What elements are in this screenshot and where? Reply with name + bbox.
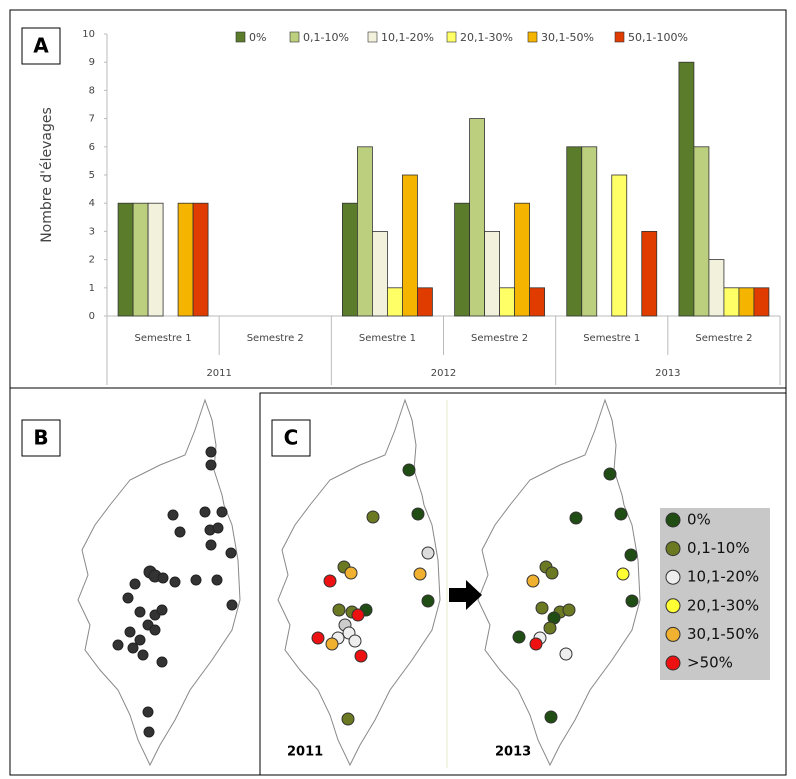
legend-swatch	[367, 31, 378, 43]
map-2013-dots	[512, 467, 639, 724]
y-tick-label: 3	[89, 226, 95, 237]
bar	[641, 230, 658, 317]
map-legend-label: 20,1-30%	[687, 596, 759, 614]
map-legend-label: 30,1-50%	[687, 625, 759, 643]
y-tick-label: 0	[89, 311, 95, 322]
panel-b-box	[21, 419, 61, 457]
panel-c-label: C	[284, 426, 299, 450]
map-legend-dot	[665, 541, 681, 557]
group-label: 2013	[655, 368, 680, 379]
y-tick-label: 6	[89, 142, 95, 153]
x-tick-label: Semestre 2	[471, 333, 528, 344]
legend-label: 0%	[249, 31, 266, 44]
bar	[566, 146, 583, 317]
map-b-dots	[112, 446, 238, 738]
legend-label: 0,1-10%	[303, 31, 349, 44]
panel-c-border	[259, 392, 787, 776]
y-tick-label: 2	[89, 255, 95, 266]
map-2011-dots	[311, 463, 435, 726]
legend-label: 10,1-20%	[381, 31, 434, 44]
group-label: 2012	[431, 368, 456, 379]
bar	[678, 61, 695, 317]
y-tick-label: 1	[89, 283, 95, 294]
bar	[132, 202, 149, 317]
panel-b-label: B	[33, 426, 48, 450]
arrow	[449, 580, 482, 610]
x-tick-label: Semestre 1	[583, 333, 640, 344]
panel-a-box	[21, 27, 61, 65]
bar	[723, 287, 740, 317]
bar	[402, 174, 418, 317]
map-2013	[477, 399, 641, 766]
bar	[708, 259, 725, 317]
bar	[454, 202, 470, 317]
y-axis-label: Nombre d'élevages	[39, 107, 55, 243]
bar	[192, 202, 209, 317]
map-legend-dot	[665, 598, 681, 614]
bar	[529, 287, 545, 317]
map-legend-label: 10,1-20%	[687, 568, 759, 586]
map-legend-box	[660, 508, 770, 680]
bar	[117, 202, 134, 317]
bar	[387, 287, 403, 317]
bar	[372, 230, 388, 317]
bar	[514, 202, 530, 317]
bar	[342, 202, 358, 317]
map-legend-dot	[665, 626, 681, 642]
legend-label: 30,1-50%	[541, 31, 594, 44]
legend-swatch	[527, 31, 538, 43]
map-legend-label: >50%	[687, 654, 733, 672]
x-tick-label: Semestre 1	[135, 333, 192, 344]
legend-swatch	[446, 31, 457, 43]
bar	[581, 146, 598, 317]
legend-label: 20,1-30%	[460, 31, 513, 44]
legend-swatch	[289, 31, 300, 43]
bar	[499, 287, 515, 317]
x-tick-label: Semestre 1	[359, 333, 416, 344]
map-year: 2011	[287, 745, 323, 760]
bar	[753, 287, 770, 317]
y-tick-label: 9	[89, 57, 95, 68]
bar	[611, 174, 628, 317]
map-legend-label: 0%	[687, 511, 711, 529]
panel-c-box	[271, 419, 311, 457]
legend-label: 50,1-100%	[628, 31, 688, 44]
bar	[738, 287, 755, 317]
group-label: 2011	[206, 368, 231, 379]
map-legend-dot	[665, 655, 681, 671]
y-tick-label: 5	[89, 170, 95, 181]
map-legend-label: 0,1-10%	[687, 539, 750, 557]
bar	[417, 287, 433, 317]
bar	[484, 230, 500, 317]
panel-a-label: A	[33, 34, 49, 58]
bar-chart: 0 1 2 3 4 5 6 7 8 9 10 Semestre 1 Semestre 2 2011 Seme…	[82, 29, 781, 385]
map-legend-dot	[665, 569, 681, 585]
y-tick-label: 8	[89, 85, 95, 96]
bar	[147, 202, 164, 317]
map-year: 2013	[495, 745, 531, 760]
bar	[177, 202, 194, 317]
legend-swatch	[235, 31, 246, 43]
bar	[693, 146, 710, 317]
bar	[469, 118, 485, 317]
y-tick-label: 4	[89, 198, 95, 209]
bar	[357, 146, 373, 317]
x-tick-label: Semestre 2	[695, 333, 752, 344]
y-tick-label: 10	[82, 29, 95, 40]
legend-swatch	[614, 31, 625, 43]
x-tick-label: Semestre 2	[247, 333, 304, 344]
map-legend-dot	[665, 512, 681, 528]
map-legend: 0% 0,1-10% 10,1-20% 20,1-30% 30,1-50% >50%	[665, 511, 759, 672]
y-tick-label: 7	[89, 114, 95, 125]
